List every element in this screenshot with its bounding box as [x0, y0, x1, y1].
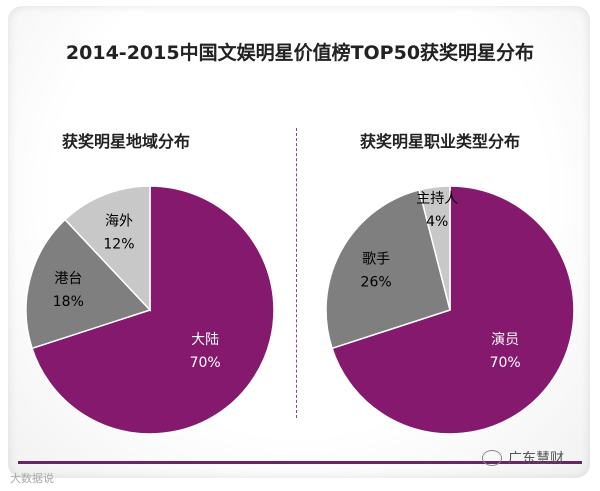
pie-left-slice-1 — [25, 218, 152, 350]
watermark-right: 广东慧财 — [482, 448, 564, 468]
pie-left-slice-0 — [31, 185, 275, 435]
pie-left-label-1: 港台 — [54, 271, 82, 287]
main-title: 2014-2015中国文娱明星价值榜TOP50获奖明星分布 — [65, 42, 535, 64]
pie-left-pct-2: 12% — [103, 237, 134, 253]
pie-left-title: 获奖明星地域分布 — [62, 132, 191, 151]
watermark-right-text: 广东慧财 — [508, 451, 564, 467]
watermark-bar — [18, 461, 582, 464]
pie-right-title: 获奖明星职业类型分布 — [360, 132, 521, 151]
pie-left-pct-1: 18% — [53, 294, 84, 310]
pie-left-pct-0: 70% — [190, 355, 221, 371]
pie-right-label-1: 歌手 — [362, 251, 390, 267]
pie-left-label-2: 海外 — [105, 214, 133, 230]
pie-right-pct-1: 26% — [361, 274, 392, 290]
pie-right-label-2: 主持人 — [416, 191, 458, 207]
pie-left-slice-2 — [64, 185, 151, 312]
pie-left-label-0: 大陆 — [191, 332, 219, 348]
pie-right-slice-2 — [418, 185, 451, 311]
pie-right-label-0: 演员 — [491, 332, 519, 348]
divider — [296, 128, 297, 418]
pie-right-pct-0: 70% — [490, 355, 521, 371]
wechat-icon — [482, 450, 502, 466]
pie-right-slice-1 — [325, 188, 451, 350]
pie-right-slice-0 — [331, 185, 575, 435]
pie-right-pct-2: 4% — [426, 214, 448, 230]
watermark-left: 大数据说 — [10, 472, 54, 485]
